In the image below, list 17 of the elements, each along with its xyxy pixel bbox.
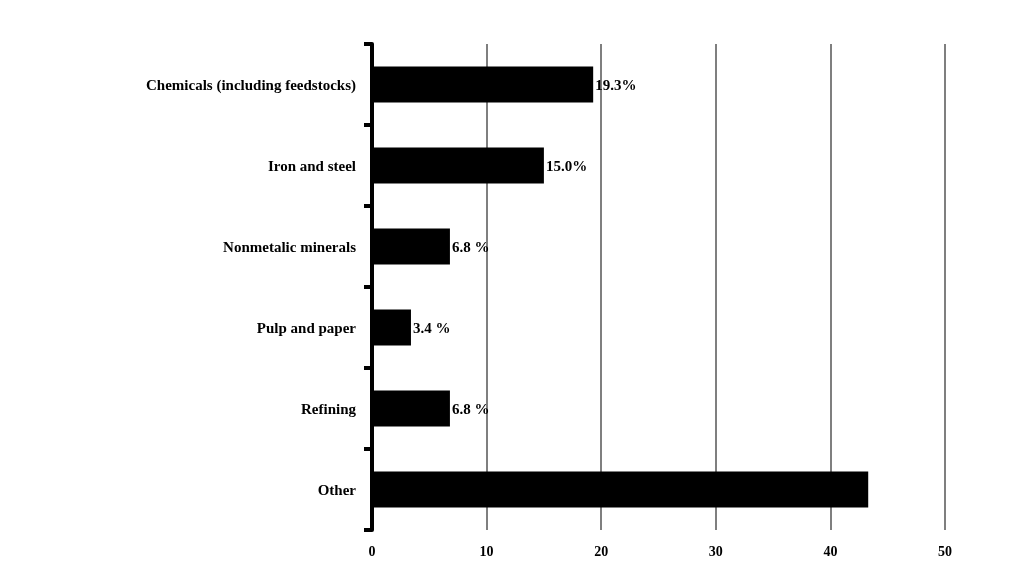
x-tick-label: 50 [938, 543, 952, 559]
data-label: 3.4 % [412, 319, 451, 336]
x-tick-label: 10 [479, 543, 494, 559]
y-tick-label: Iron and steel [267, 157, 356, 174]
data-label: 19.3% [595, 76, 637, 93]
y-tick-label: Chemicals (including feedstocks) [146, 76, 356, 94]
x-tick-label: 30 [708, 543, 723, 559]
data-label: 6.8 % [451, 238, 490, 255]
y-tick-label: Nonmetalic minerals [223, 238, 357, 255]
data-label: 6.8 % [451, 400, 490, 417]
data-label: 15.0% [545, 157, 588, 174]
y-tick-label: Other [317, 481, 357, 498]
x-tick-label: 40 [823, 543, 838, 559]
x-tick-label: 20 [594, 543, 609, 559]
x-tick-label: 0 [368, 543, 376, 559]
y-tick-label: Refining [300, 400, 357, 417]
y-tick-label: Pulp and paper [256, 319, 357, 336]
